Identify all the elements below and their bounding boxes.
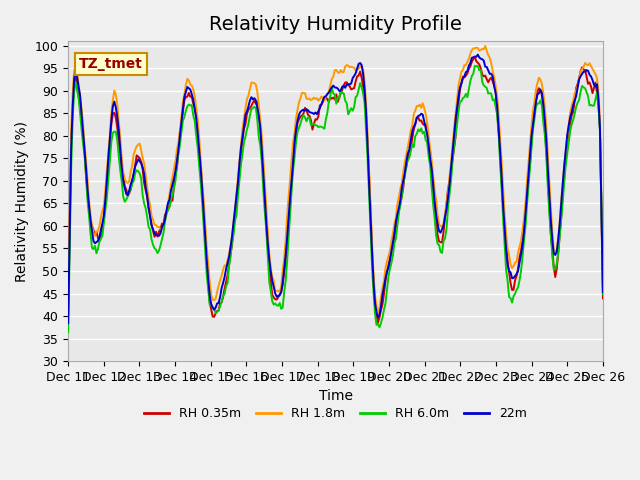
Y-axis label: Relativity Humidity (%): Relativity Humidity (%) bbox=[15, 120, 29, 282]
Text: TZ_tmet: TZ_tmet bbox=[79, 57, 143, 71]
Legend: RH 0.35m, RH 1.8m, RH 6.0m, 22m: RH 0.35m, RH 1.8m, RH 6.0m, 22m bbox=[139, 402, 532, 425]
Title: Relativity Humidity Profile: Relativity Humidity Profile bbox=[209, 15, 462, 34]
X-axis label: Time: Time bbox=[319, 389, 353, 403]
